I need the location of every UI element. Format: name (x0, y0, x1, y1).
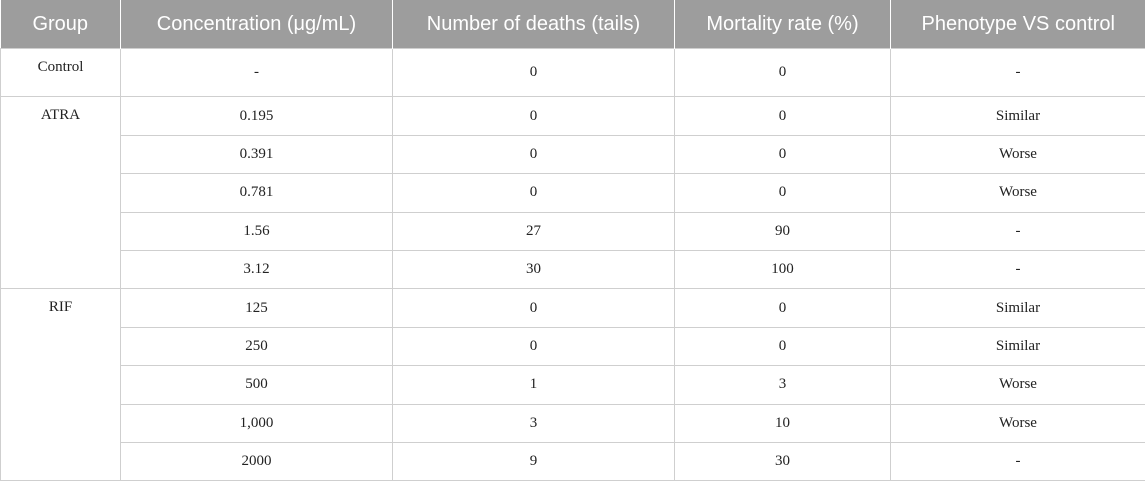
header-deaths: Number of deaths (tails) (393, 0, 675, 49)
deaths-cell: 0 (393, 174, 675, 212)
concentration-cell: 2000 (121, 442, 393, 480)
deaths-cell: 9 (393, 442, 675, 480)
phenotype-cell: Similar (891, 327, 1145, 365)
header-concentration: Concentration (μg/mL) (121, 0, 393, 49)
deaths-cell: 0 (393, 97, 675, 135)
phenotype-cell: - (891, 212, 1145, 250)
mortality-cell: 0 (675, 135, 891, 173)
concentration-cell: 3.12 (121, 250, 393, 288)
phenotype-cell: - (891, 442, 1145, 480)
concentration-cell: 0.391 (121, 135, 393, 173)
deaths-cell: 0 (393, 289, 675, 327)
header-phenotype: Phenotype VS control (891, 0, 1145, 49)
phenotype-cell: Similar (891, 289, 1145, 327)
concentration-cell: 500 (121, 366, 393, 404)
concentration-cell: 1.56 (121, 212, 393, 250)
deaths-cell: 0 (393, 135, 675, 173)
mortality-cell: 0 (675, 49, 891, 97)
mortality-cell: 0 (675, 97, 891, 135)
mortality-cell: 10 (675, 404, 891, 442)
concentration-cell: 0.195 (121, 97, 393, 135)
mortality-cell: 90 (675, 212, 891, 250)
phenotype-cell: - (891, 49, 1145, 97)
deaths-cell: 3 (393, 404, 675, 442)
mortality-cell: 100 (675, 250, 891, 288)
phenotype-cell: Similar (891, 97, 1145, 135)
table-header: Group Concentration (μg/mL) Number of de… (1, 0, 1145, 49)
deaths-cell: 1 (393, 366, 675, 404)
group-cell: Control (1, 49, 121, 97)
header-row: Group Concentration (μg/mL) Number of de… (1, 0, 1145, 49)
concentration-cell: 1,000 (121, 404, 393, 442)
phenotype-cell: Worse (891, 135, 1145, 173)
group-cell: ATRA (1, 97, 121, 289)
mortality-cell: 30 (675, 442, 891, 480)
mortality-cell: 0 (675, 289, 891, 327)
mortality-cell: 0 (675, 174, 891, 212)
header-group: Group (1, 0, 121, 49)
deaths-cell: 30 (393, 250, 675, 288)
deaths-cell: 0 (393, 327, 675, 365)
concentration-cell: 0.781 (121, 174, 393, 212)
phenotype-cell: - (891, 250, 1145, 288)
phenotype-cell: Worse (891, 404, 1145, 442)
group-cell: RIF (1, 289, 121, 481)
deaths-cell: 27 (393, 212, 675, 250)
concentration-cell: 125 (121, 289, 393, 327)
concentration-cell: - (121, 49, 393, 97)
phenotype-cell: Worse (891, 366, 1145, 404)
deaths-cell: 0 (393, 49, 675, 97)
header-mortality: Mortality rate (%) (675, 0, 891, 49)
concentration-cell: 250 (121, 327, 393, 365)
mortality-cell: 0 (675, 327, 891, 365)
mortality-cell: 3 (675, 366, 891, 404)
phenotype-cell: Worse (891, 174, 1145, 212)
